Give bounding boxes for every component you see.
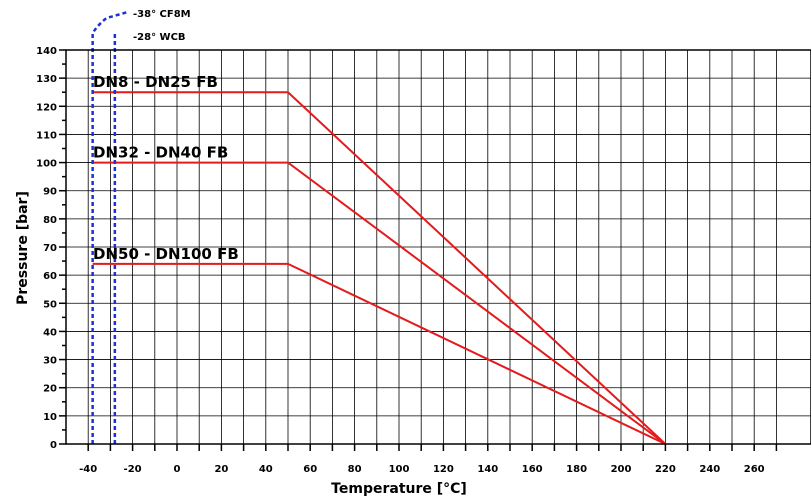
x-tick-label: 260 [744, 464, 765, 475]
y-tick-label: 60 [43, 271, 57, 282]
series-label-3: DN50 - DN100 FB [93, 245, 239, 263]
x-tick-label: 240 [699, 464, 720, 475]
plot-frame [65, 49, 811, 445]
y-tick-label: 80 [43, 215, 57, 226]
x-tick-label: 20 [214, 464, 228, 475]
y-tick-labels: 0 10 20 30 40 50 60 70 80 90 100 110 120 130 140 [36, 46, 57, 451]
y-tick-label: 130 [36, 74, 57, 85]
x-tick-label: 200 [611, 464, 632, 475]
x-tick-label: 180 [566, 464, 587, 475]
x-tick-label: 160 [522, 464, 543, 475]
x-tick-label: 100 [389, 464, 410, 475]
x-tick-label: 60 [303, 464, 317, 475]
x-tick-labels: -40 -20 0 20 40 60 80 100 120 140 160 180 200 220 240 2… [79, 464, 765, 475]
series-label-2: DN32 - DN40 FB [93, 144, 228, 162]
x-tick-label: 40 [259, 464, 273, 475]
y-tick-label: 20 [43, 384, 57, 395]
x-tick-label: 220 [655, 464, 676, 475]
y-tick-label: 110 [36, 130, 57, 141]
series-label-1: DN8 - DN25 FB [93, 73, 218, 91]
x-tick-label: 120 [433, 464, 454, 475]
series-layer [92, 91, 667, 445]
y-tick-label: 70 [43, 243, 57, 254]
limit-label-wcb: -28° WCB [133, 32, 186, 43]
y-tick-label: 10 [43, 412, 57, 423]
limit-lines [91, 10, 129, 444]
y-tick-label: 30 [43, 356, 57, 367]
limit-label-cf8m: -38° CF8M [133, 9, 191, 20]
x-tick-label: -20 [124, 464, 142, 475]
series-line-3 [92, 262, 666, 445]
y-tick-label: 40 [43, 327, 57, 338]
limit-line-cf8m [91, 10, 129, 444]
series-line-2 [92, 161, 666, 445]
x-axis-title: Temperature [°C] [331, 481, 467, 497]
series-line-1 [92, 91, 667, 445]
limit-labels: -38° CF8M -28° WCB [133, 9, 191, 43]
y-tick-label: 100 [36, 159, 57, 170]
series-labels: DN8 - DN25 FB DN32 - DN40 FB DN50 - DN100 … [93, 73, 239, 263]
x-tick-label: 80 [348, 464, 362, 475]
y-tick-label: 120 [36, 102, 57, 113]
x-tick-label: 0 [174, 464, 181, 475]
y-tick-label: 140 [36, 46, 57, 57]
x-tick-label: 140 [477, 464, 498, 475]
y-tick-label: 0 [50, 440, 57, 451]
x-tick-label: -40 [79, 464, 97, 475]
y-axis-title: Pressure [bar] [15, 191, 31, 305]
y-tick-label: 50 [43, 299, 57, 310]
y-tick-label: 90 [43, 187, 57, 198]
